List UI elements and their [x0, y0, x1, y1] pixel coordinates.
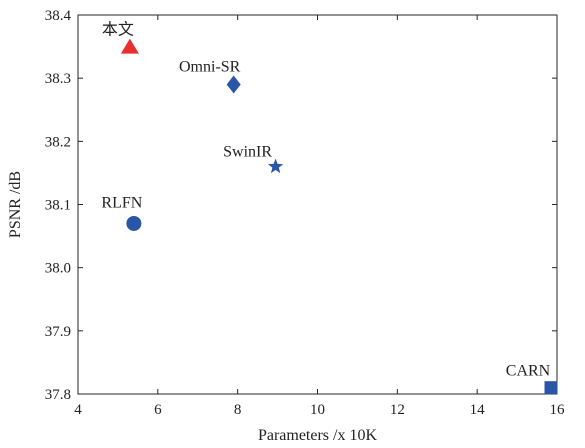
data-points: 本文 Omni-SR SwinIR RLFN CARN: [101, 21, 557, 395]
point-label-star: SwinIR: [223, 144, 272, 161]
point-label-diamond: Omni-SR: [179, 58, 241, 75]
y-tick-label: 37.9: [45, 324, 71, 340]
circle-marker: [126, 216, 141, 231]
x-tick-label: 10: [310, 402, 325, 418]
x-tick-label: 6: [154, 402, 162, 418]
y-tick-label: 38.1: [45, 198, 71, 214]
point-label-triangle: 本文: [102, 21, 134, 39]
x-axis-label: Parameters /x 10K: [258, 427, 378, 444]
x-tick-label: 8: [234, 402, 242, 418]
triangle-marker: [121, 39, 139, 54]
point-label-square: CARN: [506, 363, 551, 380]
y-axis-label: PSNR /dB: [7, 171, 24, 238]
ticks: 4 6 8 10 12 14 16 37.8 37.9 38.0 38.1 38.2 38.3 38.4: [45, 8, 565, 418]
square-marker: [545, 381, 558, 394]
x-tick-label: 16: [550, 402, 566, 418]
point-label-circle: RLFN: [101, 194, 142, 211]
y-tick-label: 38.2: [45, 134, 71, 150]
y-tick-label: 38.0: [45, 261, 71, 277]
y-tick-label: 37.8: [45, 387, 71, 403]
x-tick-label: 4: [74, 402, 82, 418]
axes: [78, 15, 557, 394]
x-tick-label: 14: [470, 402, 486, 418]
star-marker: [268, 159, 283, 173]
x-tick-label: 12: [390, 402, 405, 418]
y-tick-label: 38.4: [45, 8, 72, 24]
diamond-marker: [227, 75, 241, 93]
plot-frame: [78, 15, 557, 394]
y-tick-label: 38.3: [45, 71, 71, 87]
